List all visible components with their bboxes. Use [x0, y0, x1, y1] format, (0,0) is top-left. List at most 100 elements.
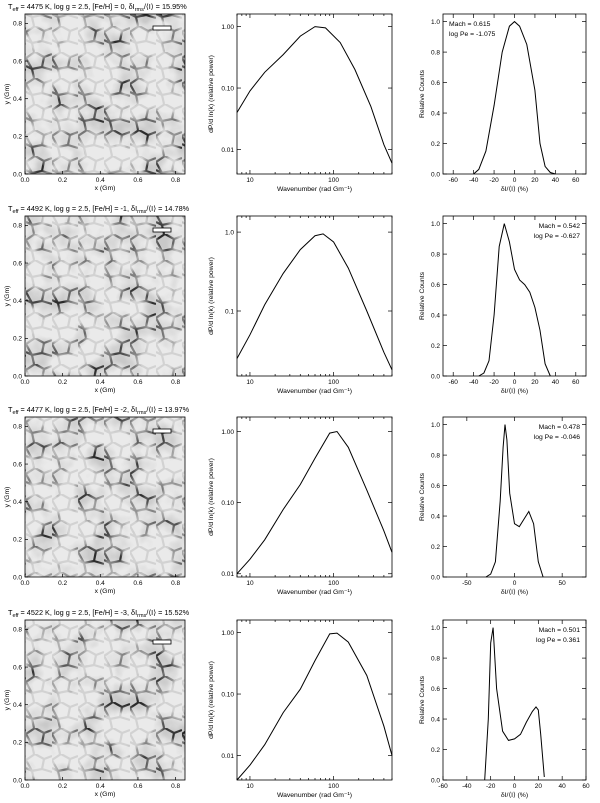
tick-label: 0.8 [13, 21, 22, 28]
logpe-annotation: log Pe = -1.075 [449, 31, 496, 38]
intensity-histogram-plot: -60 -40 -20 0 20 40 60 0.0 0.2 0.4 0.6 0.8 1.0 δI/⟨I⟩… [419, 13, 587, 193]
granulation-map: 0.0 0.2 0.4 0.6 0.8 0.0 0.2 0.4 0.6 0.8 x (Gm) y (G… [4, 13, 186, 192]
tick-label: -40 [469, 379, 479, 386]
tick-label: -20 [486, 783, 496, 790]
tick-label: 0.0 [431, 373, 440, 380]
tick-label: 0.2 [13, 336, 22, 343]
tick-label: 0.01 [221, 571, 234, 578]
axis-label-x: x (Gm) [95, 185, 116, 192]
scale-bar [152, 25, 172, 31]
tick-label: 100 [328, 783, 339, 790]
tick-label: 20 [531, 177, 539, 184]
figure-row: Teff = 4477 K, log g = 2.5, [Fe/H] = -2,… [4, 405, 587, 596]
power-spectrum-plot: 10 100 0.1 1.0 Wavenumber (rad Gm⁻¹) dP/d ln(… [208, 215, 393, 395]
tick-label: 20 [535, 783, 543, 790]
tick-label: 0.4 [431, 110, 440, 117]
axis-label-x: Wavenumber (rad Gm⁻¹) [277, 388, 352, 395]
power-spectrum-curve [236, 26, 393, 164]
tick-label: 0.6 [431, 686, 440, 693]
histogram-curve [485, 424, 544, 578]
tick-label: 0.6 [13, 664, 22, 671]
tick-label: 20 [531, 379, 539, 386]
tick-label: 60 [572, 177, 580, 184]
figure-row: Teff = 4522 K, log g = 2.5, [Fe/H] = -3,… [4, 608, 590, 799]
tick-label: 0.8 [431, 452, 440, 459]
tick-label: 0.4 [96, 177, 105, 184]
axis-label-y: Relative Counts [419, 271, 426, 320]
tick-label: 0.2 [431, 141, 440, 148]
tick-label: -50 [462, 580, 472, 587]
tick-label: 0.0 [20, 783, 29, 790]
axis-label-y: y (Gm) [4, 84, 11, 105]
power-spectrum-curve [236, 632, 393, 781]
figure-row: Teff = 4492 K, log g = 2.5, [Fe/H] = -1,… [4, 204, 587, 395]
tick-label: 60 [572, 379, 580, 386]
tick-label: 0.4 [96, 580, 105, 587]
power-spectrum-curve [236, 430, 393, 575]
tick-label: 0.10 [221, 691, 234, 698]
tick-label: 0 [513, 177, 517, 184]
tick-label: 60 [582, 783, 590, 790]
tick-label: 0.0 [13, 373, 22, 380]
tick-label: 0.4 [96, 379, 105, 386]
axis-label-x: Wavenumber (rad Gm⁻¹) [277, 589, 352, 596]
tick-label: 1.0 [431, 221, 440, 228]
axis-label-y: y (Gm) [4, 286, 11, 307]
figure-row: Teff = 4475 K, log g = 2.5, [Fe/H] = 0, … [4, 2, 587, 193]
tick-label: -60 [449, 177, 459, 184]
scale-bar [152, 227, 172, 233]
power-spectrum-plot: 10 100 0.01 0.10 1.00 Wavenumber (rad Gm⁻¹) dP… [208, 13, 393, 193]
tick-label: 0.0 [20, 177, 29, 184]
tick-label: 0.2 [431, 343, 440, 350]
axis-label-x: x (Gm) [95, 791, 116, 798]
axis-label-x: δI/⟨I⟩ (%) [501, 185, 528, 193]
tick-label: 0 [513, 783, 517, 790]
tick-label: 0.6 [13, 58, 22, 65]
tick-label: 0.2 [13, 740, 22, 747]
tick-label: 0.4 [431, 312, 440, 319]
axis-label-y: dP/d ln(k) (relative power) [208, 257, 215, 335]
tick-label: 0 [513, 580, 517, 587]
tick-label: 0.6 [431, 483, 440, 490]
tick-label: 40 [552, 379, 560, 386]
tick-label: 0.6 [133, 580, 142, 587]
tick-label: 0.4 [96, 783, 105, 790]
tick-label: 0.01 [221, 753, 234, 760]
tick-label: 0.6 [431, 80, 440, 87]
tick-label: 1.00 [221, 630, 234, 637]
tick-label: 0.2 [431, 747, 440, 754]
axis-label-x: x (Gm) [95, 387, 116, 394]
tick-label: 0.2 [58, 783, 67, 790]
tick-label: 0.4 [431, 513, 440, 520]
axis-label-y: dP/d ln(k) (relative power) [208, 661, 215, 739]
tick-label: 0.8 [13, 223, 22, 230]
tick-label: 0.8 [13, 424, 22, 431]
tick-label: 0.0 [431, 171, 440, 178]
axis-label-x: Wavenumber (rad Gm⁻¹) [277, 792, 352, 799]
axis-label-x: δI/⟨I⟩ (%) [501, 387, 528, 395]
tick-label: 0 [513, 379, 517, 386]
tick-label: 0.8 [171, 580, 180, 587]
tick-label: 0.4 [431, 716, 440, 723]
intensity-histogram-plot: -60 -40 -20 0 20 40 60 0.0 0.2 0.4 0.6 0.8 1.0 δI/⟨I⟩… [419, 619, 590, 799]
row-title: Teff = 4475 K, log g = 2.5, [Fe/H] = 0, … [8, 2, 187, 13]
tick-label: 40 [552, 177, 560, 184]
tick-label: 0.10 [221, 500, 234, 507]
tick-label: 0.6 [133, 783, 142, 790]
tick-label: 1.00 [221, 429, 234, 436]
axis-label-x: Wavenumber (rad Gm⁻¹) [277, 186, 352, 193]
axis-label-x: δI/⟨I⟩ (%) [501, 588, 528, 596]
tick-label: 0.0 [13, 777, 22, 784]
axis-label-y: Relative Counts [419, 69, 426, 118]
tick-label: -20 [489, 177, 499, 184]
tick-label: 100 [328, 379, 339, 386]
scale-bar [152, 428, 172, 434]
tick-label: 0.0 [431, 574, 440, 581]
tick-label: -60 [438, 783, 448, 790]
tick-label: 0.6 [133, 379, 142, 386]
axis-label-y: Relative Counts [419, 472, 426, 521]
tick-label: 1.0 [431, 625, 440, 632]
axis-label-y: Relative Counts [419, 675, 426, 724]
logpe-annotation: log Pe = 0.361 [536, 637, 580, 644]
intensity-histogram-plot: -60 -40 -20 0 20 40 60 0.0 0.2 0.4 0.6 0.8 1.0 δI/⟨I⟩… [419, 215, 587, 395]
